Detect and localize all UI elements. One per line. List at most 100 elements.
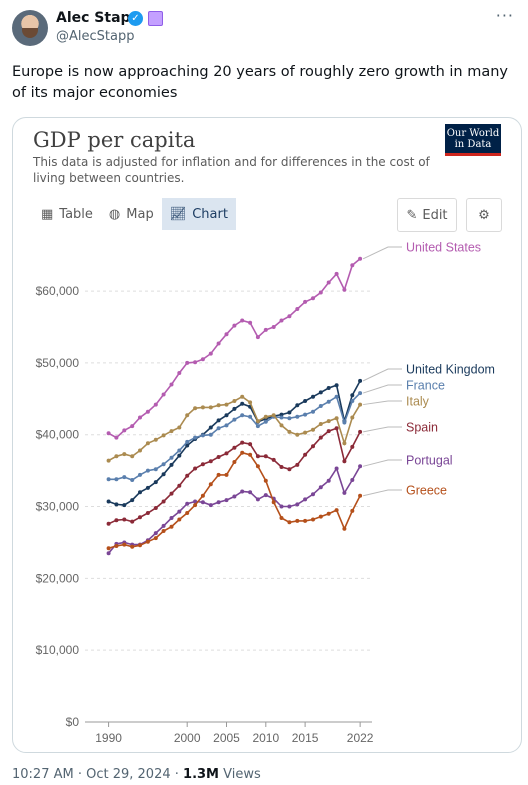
data-point [263,493,268,498]
data-point [295,462,300,467]
edit-button-label: Edit [422,207,448,223]
avatar[interactable] [12,10,48,46]
data-point [232,494,237,499]
data-point [130,424,135,429]
data-point [311,427,315,432]
series-line [108,451,361,549]
label-connector [362,368,402,382]
settings-button[interactable]: ⚙ [466,198,502,232]
data-point [208,425,213,430]
data-point [295,432,300,437]
tab-table-label: Table [59,206,93,222]
data-point [169,455,174,460]
views-label: Views [223,767,261,782]
data-point [224,423,229,428]
data-point [106,551,111,556]
data-point [303,452,308,457]
data-point [255,424,260,429]
data-point [145,409,150,414]
data-point [342,526,347,531]
data-point [224,498,229,503]
data-point [318,422,323,426]
more-options-icon[interactable]: ··· [495,6,514,25]
data-point [193,466,198,471]
table-icon: ▦ [41,206,54,222]
chart-card[interactable]: GDP per capita This data is adjusted for… [12,117,522,753]
author-handle[interactable]: @AlecStapp [56,29,135,44]
tab-chart[interactable]: 📈︎ Chart [161,198,236,230]
data-point [240,401,245,406]
data-point [193,406,198,411]
data-point [303,399,308,403]
data-point [145,485,150,490]
data-point [279,465,284,469]
data-point [232,445,237,450]
affiliation-badge-icon[interactable] [148,11,163,26]
tab-table[interactable]: ▦ Table [33,198,101,230]
data-point [161,529,166,533]
views-count: 1.3M [183,767,219,782]
tweet-time[interactable]: 10:27 AM [12,767,74,782]
data-point [106,546,111,551]
data-point [106,477,111,482]
verified-badge-icon: ✓ [128,11,143,26]
data-point [200,500,205,505]
data-point [240,450,245,455]
data-point [248,414,253,419]
data-point [287,410,292,415]
data-point [169,382,174,387]
data-point [295,307,300,311]
data-point [153,536,158,541]
data-point [287,504,292,509]
x-tick-label: 1990 [95,731,122,745]
data-point [208,405,213,410]
data-point [350,399,355,403]
tab-map-label: Map [126,206,154,222]
data-point [263,414,268,419]
data-point [326,419,331,424]
series-label: United States [406,241,481,255]
data-point [303,518,308,523]
data-point [287,467,292,472]
data-point [358,464,363,469]
data-point [200,405,205,410]
edit-button[interactable]: ✎ Edit [397,198,457,232]
data-point [248,452,253,457]
data-point [318,435,323,440]
data-point [169,524,174,529]
data-point [295,502,300,507]
data-point [255,454,260,459]
data-point [350,415,355,420]
data-point [248,400,253,405]
owid-logo-line2: in Data [454,139,492,150]
data-point [193,503,198,508]
data-point [185,439,190,444]
series-label: United Kingdom [406,363,495,377]
tab-map[interactable]: ◍ Map [101,198,162,230]
data-point [122,542,127,547]
data-point [358,256,363,261]
data-point [295,414,300,419]
data-point [114,502,119,507]
data-point [263,478,268,483]
data-point [145,511,150,515]
data-point [161,472,166,477]
data-point [122,475,127,480]
x-tick-label: 2022 [347,731,374,745]
data-point [295,518,300,523]
owid-logo-line1: Our World [446,128,500,139]
data-point [153,402,158,407]
data-point [279,516,284,520]
data-point [145,468,150,473]
tweet-date[interactable]: Oct 29, 2024 [86,767,171,782]
data-point [240,440,245,445]
data-point [169,491,174,496]
y-tick-label: $0 [66,715,80,729]
data-point [350,393,355,398]
data-point [224,472,229,477]
data-point [193,435,198,440]
author-name[interactable]: Alec Stapp [56,10,141,26]
data-point [122,452,127,457]
data-point [232,323,237,328]
data-point [326,429,331,434]
